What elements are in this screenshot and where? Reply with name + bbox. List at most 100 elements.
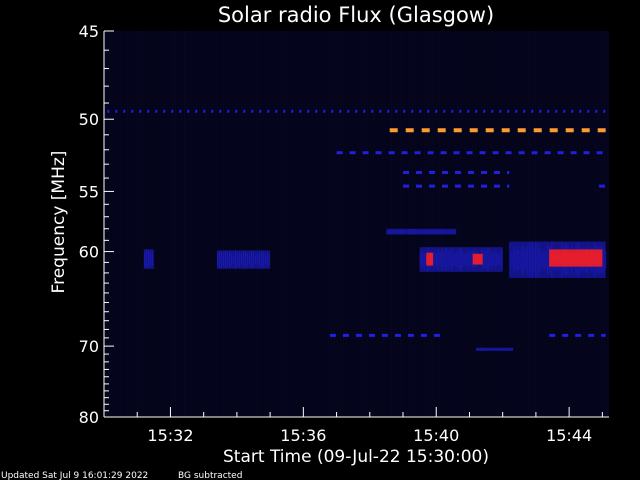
burst-speckle: [533, 248, 535, 272]
burst-speckle: [398, 229, 400, 235]
burst-speckle: [254, 255, 256, 264]
noise-stripe: [157, 31, 158, 417]
noise-stripe: [535, 31, 536, 417]
footer-updated: Updated Sat Jul 9 16:01:29 2022: [1, 471, 148, 480]
noise-stripe: [226, 31, 227, 417]
noise-stripe: [421, 31, 422, 417]
burst-speckle: [543, 250, 545, 270]
burst-speckle: [500, 348, 502, 351]
burst-speckle: [454, 230, 456, 234]
noise-stripe: [106, 31, 107, 417]
burst-speckle: [250, 251, 252, 269]
burst-speckle: [414, 229, 416, 235]
burst-speckle: [396, 229, 398, 234]
burst-speckle: [443, 252, 445, 267]
noise-stripe: [460, 31, 461, 417]
noise-stripe: [502, 31, 503, 417]
noise-stripe: [499, 31, 500, 417]
noise-stripe: [271, 31, 272, 417]
noise-stripe: [556, 31, 557, 417]
burst-speckle: [218, 251, 220, 268]
burst-speckle: [418, 228, 420, 235]
burst-speckle: [228, 251, 230, 268]
burst-speckle: [529, 242, 531, 277]
noise-stripe: [235, 31, 236, 417]
burst-speckle: [450, 229, 452, 234]
burst-speckle: [601, 252, 603, 264]
noise-stripe: [601, 31, 602, 417]
burst-speckle: [565, 250, 567, 266]
noise-stripe: [466, 31, 467, 417]
noise-stripe: [343, 31, 344, 417]
burst-speckle: [449, 251, 451, 268]
plot-background: [104, 31, 609, 417]
burst-speckle: [392, 230, 394, 234]
noise-stripe: [304, 31, 305, 417]
noise-stripe: [418, 31, 419, 417]
noise-stripe: [349, 31, 350, 417]
x-tick-label: 15:36: [280, 426, 326, 445]
noise-stripe: [325, 31, 326, 417]
noise-stripe: [400, 31, 401, 417]
y-tick-label: 60: [79, 243, 99, 262]
burst-speckle: [502, 348, 504, 351]
burst-speckle: [412, 229, 414, 235]
y-tick-label: 70: [79, 337, 99, 356]
noise-stripe: [478, 31, 479, 417]
noise-stripe: [493, 31, 494, 417]
noise-stripe: [505, 31, 506, 417]
burst-speckle: [490, 348, 492, 351]
burst-speckle: [551, 252, 553, 264]
noise-stripe: [577, 31, 578, 417]
burst-speckle: [430, 252, 432, 266]
burst-speckle: [256, 253, 258, 266]
noise-stripe: [526, 31, 527, 417]
burst-speckle: [512, 347, 514, 351]
burst-speckle: [508, 348, 510, 351]
noise-stripe: [322, 31, 323, 417]
burst-speckle: [220, 250, 222, 269]
burst-region: [143, 249, 154, 269]
noise-stripe: [154, 31, 155, 417]
noise-stripe: [340, 31, 341, 417]
noise-stripe: [310, 31, 311, 417]
plot-area: [104, 31, 609, 417]
noise-stripe: [163, 31, 164, 417]
burst-speckle: [485, 250, 487, 269]
burst-speckle: [581, 253, 583, 263]
burst-speckle: [469, 252, 471, 267]
noise-stripe: [148, 31, 149, 417]
burst-speckle: [467, 250, 469, 269]
noise-stripe: [454, 31, 455, 417]
burst-speckle: [547, 244, 549, 276]
burst-speckle: [222, 252, 224, 267]
burst-speckle: [453, 253, 455, 266]
burst-speckle: [224, 250, 226, 269]
burst-speckle: [494, 348, 496, 351]
burst-speckle: [448, 230, 450, 234]
burst-speckle: [432, 253, 434, 265]
y-tick-label: 80: [79, 408, 99, 427]
noise-stripe: [259, 31, 260, 417]
tick-marks: [103, 30, 603, 418]
burst-speckle: [575, 253, 577, 263]
y-tick-label: 45: [79, 22, 99, 41]
burst-speckle: [515, 249, 517, 271]
burst-region: [386, 228, 457, 235]
noise-stripe: [307, 31, 308, 417]
noise-stripe: [208, 31, 209, 417]
noise-stripe: [151, 31, 152, 417]
noise-stripe: [550, 31, 551, 417]
burst-speckle: [577, 252, 579, 264]
noise-stripe: [487, 31, 488, 417]
burst-speckle: [579, 252, 581, 264]
noise-stripe: [364, 31, 365, 417]
burst-speckle: [419, 253, 421, 266]
burst-speckle: [436, 229, 438, 234]
burst-region: [472, 253, 483, 265]
noise-stripe: [109, 31, 110, 417]
noise-stripe: [568, 31, 569, 417]
burst-speckle: [390, 230, 392, 234]
chart-title: Solar radio Flux (Glasgow): [218, 3, 494, 27]
